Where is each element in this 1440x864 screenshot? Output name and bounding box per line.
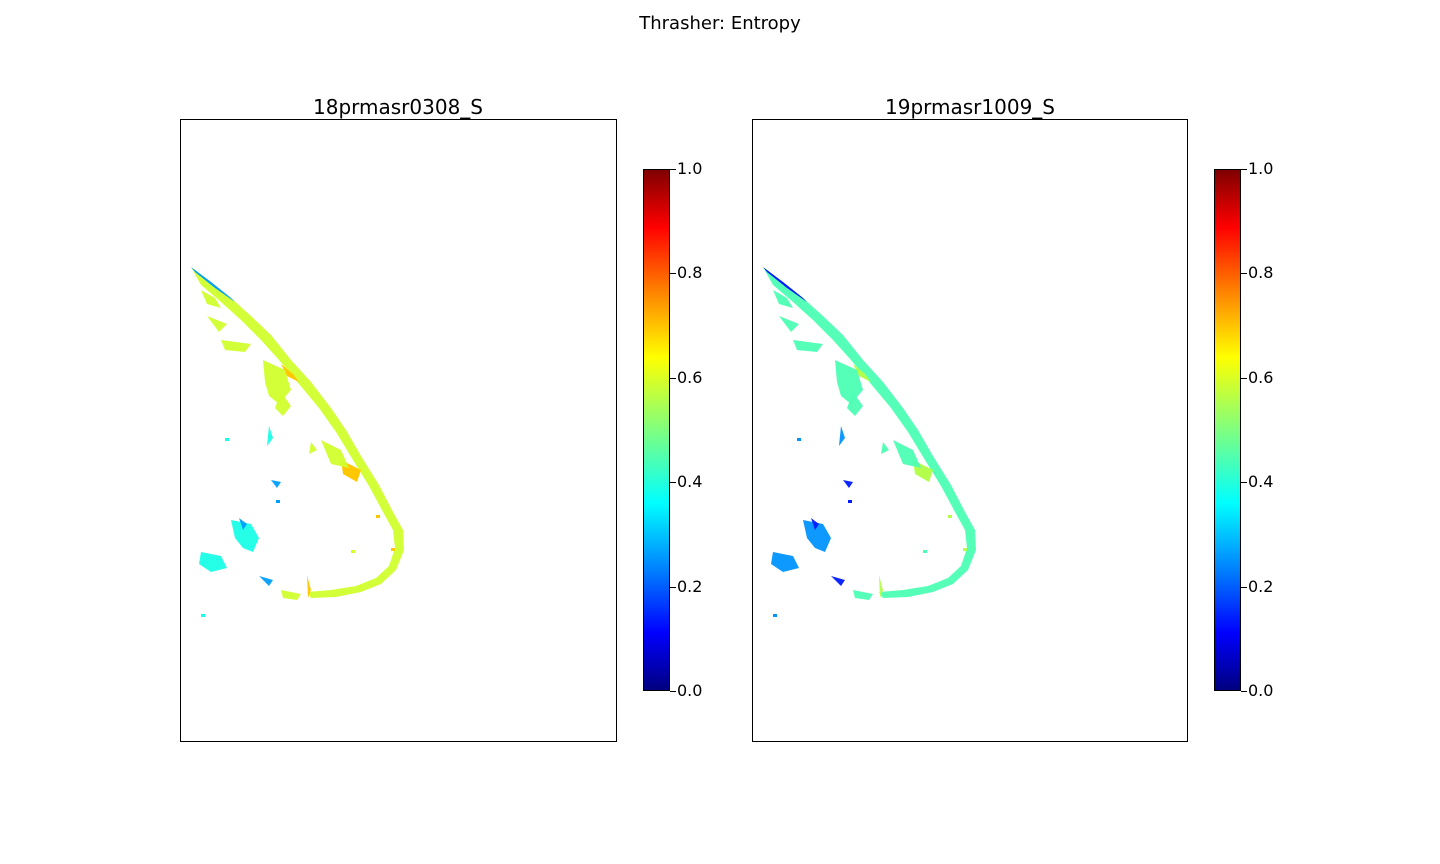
colorbar-tick [670, 378, 676, 379]
entropy-patch [221, 340, 251, 352]
panel-1-colorbar [643, 169, 670, 691]
colorbar-tick [1241, 169, 1247, 170]
high-streak [281, 364, 299, 382]
entropy-patch [199, 552, 227, 572]
entropy-pixel [797, 438, 801, 441]
colorbar-tick [670, 169, 676, 170]
entropy-pixel [351, 550, 355, 553]
entropy-patch [879, 575, 883, 598]
entropy-patch [307, 575, 311, 598]
panel-2-entropy-map [763, 267, 976, 617]
entropy-pixel [963, 548, 967, 551]
entropy-patch [267, 426, 273, 446]
colorbar-tick-label: 1.0 [1248, 159, 1274, 178]
colorbar-tick-label: 1.0 [677, 159, 703, 178]
colorbar-tick-label: 0.6 [1248, 368, 1274, 387]
entropy-patch [771, 552, 799, 572]
entropy-patch [835, 360, 863, 404]
colorbar-tick-label: 0.8 [1248, 263, 1274, 282]
entropy-patch [839, 426, 845, 446]
entropy-patch [811, 518, 819, 530]
colorbar-tick [1241, 378, 1247, 379]
colorbar-tick-label: 0.4 [677, 472, 703, 491]
entropy-patch [831, 576, 845, 586]
entropy-patch [843, 480, 853, 488]
colorbar-tick-label: 0.4 [1248, 472, 1274, 491]
entropy-pixel [201, 614, 205, 617]
coastal-strip [763, 267, 976, 598]
entropy-patch [275, 392, 291, 416]
colorbar-tick [670, 482, 676, 483]
coast-edge [763, 267, 807, 302]
colorbar-tick-label: 0.0 [1248, 681, 1274, 700]
entropy-patch [207, 316, 227, 332]
entropy-patch [853, 590, 873, 600]
entropy-pixel [391, 548, 395, 551]
colorbar-tick-label: 0.2 [1248, 577, 1274, 596]
colorbar-tick-label: 0.8 [677, 263, 703, 282]
entropy-pixel [225, 438, 229, 441]
colorbar-tick [670, 273, 676, 274]
entropy-patch [321, 440, 349, 468]
entropy-pixel [948, 515, 952, 518]
entropy-patch [281, 590, 301, 600]
entropy-pixel [923, 550, 927, 553]
entropy-patch [803, 520, 831, 552]
entropy-patch [201, 290, 221, 308]
panel-2-title: 19prmasr1009_S [885, 95, 1055, 119]
high-streak [853, 364, 871, 382]
colorbar-tick-label: 0.6 [677, 368, 703, 387]
entropy-patch [847, 392, 863, 416]
entropy-patch [779, 316, 799, 332]
colorbar-tick [1241, 482, 1247, 483]
colorbar-tick [670, 691, 676, 692]
entropy-patch [773, 290, 793, 308]
entropy-patch [263, 360, 291, 404]
colorbar-tick [1241, 691, 1247, 692]
entropy-pixel [848, 500, 852, 503]
colorbar-tick-label: 0.0 [677, 681, 703, 700]
panel-1-title: 18prmasr0308_S [313, 95, 483, 119]
entropy-pixel [773, 614, 777, 617]
coastal-strip [191, 267, 404, 598]
entropy-patch [893, 440, 921, 468]
colorbar-tick [670, 587, 676, 588]
colorbar-tick [1241, 273, 1247, 274]
entropy-patch [259, 576, 273, 586]
panel-1-entropy-map [191, 267, 404, 617]
panel-1-axes [180, 119, 617, 742]
colorbar-tick-label: 0.2 [677, 577, 703, 596]
panel-2-axes [752, 119, 1188, 742]
entropy-patch [239, 518, 247, 530]
entropy-patch [309, 442, 317, 454]
colorbar-tick [1241, 587, 1247, 588]
figure-suptitle: Thrasher: Entropy [639, 13, 801, 34]
entropy-pixel [376, 515, 380, 518]
entropy-pixel [276, 500, 280, 503]
entropy-patch [793, 340, 823, 352]
entropy-patch [881, 442, 889, 454]
coast-edge [191, 267, 235, 302]
entropy-patch [271, 480, 281, 488]
panel-2-colorbar [1214, 169, 1241, 691]
entropy-patch [231, 520, 259, 552]
